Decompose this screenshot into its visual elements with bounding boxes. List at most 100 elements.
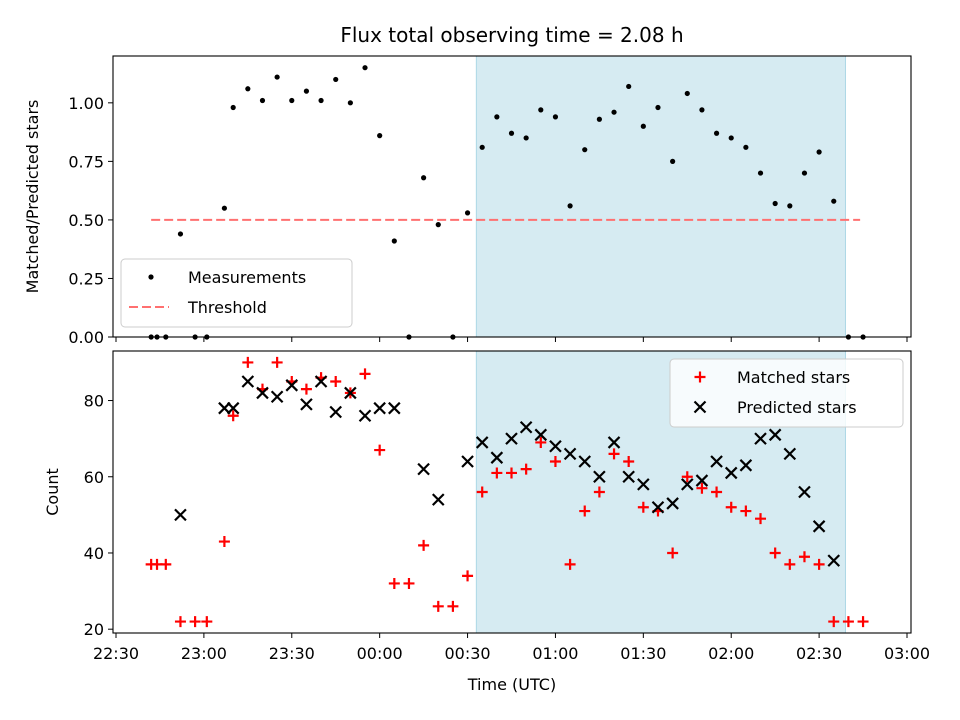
data-point	[564, 558, 576, 570]
data-point	[271, 356, 283, 368]
data-point	[813, 558, 825, 570]
data-point	[538, 107, 544, 113]
data-point	[479, 144, 485, 150]
x-tick-label: 23:00	[181, 644, 227, 663]
data-point	[535, 436, 547, 448]
data-point	[177, 231, 184, 237]
data-point	[828, 616, 840, 628]
data-point	[622, 470, 635, 484]
y-tick-label: 60	[84, 468, 104, 487]
data-point	[725, 501, 737, 513]
data-point	[611, 109, 617, 115]
data-point	[623, 456, 635, 468]
data-point	[798, 485, 811, 499]
data-point	[769, 547, 781, 559]
data-point	[626, 83, 632, 90]
data-point	[695, 474, 709, 487]
data-point	[713, 130, 720, 136]
data-point	[857, 616, 869, 628]
data-point	[798, 551, 810, 563]
data-point	[549, 439, 562, 453]
data-point	[739, 459, 753, 472]
data-point	[347, 100, 353, 106]
legend-item: Measurements	[148, 268, 306, 287]
data-point	[464, 210, 471, 216]
shaded-span	[475, 55, 846, 338]
x-tick-label: 03:00	[884, 644, 930, 663]
data-point	[377, 133, 383, 139]
data-point	[787, 203, 793, 209]
data-point	[274, 74, 280, 80]
data-point	[784, 558, 796, 570]
data-point	[578, 455, 592, 468]
data-point	[670, 158, 676, 164]
legend-item: Matched stars	[694, 368, 850, 387]
data-point	[374, 444, 386, 456]
data-point	[373, 401, 386, 415]
data-point	[259, 97, 266, 104]
data-point	[831, 198, 837, 204]
data-point	[461, 455, 474, 468]
legend-item: Predicted stars	[693, 398, 857, 417]
data-point	[285, 379, 299, 392]
x-axis-label: Time (UTC)	[467, 675, 556, 694]
data-point	[245, 86, 251, 92]
data-point	[300, 383, 312, 395]
data-point	[490, 451, 504, 464]
data-point	[684, 90, 690, 97]
data-point	[333, 76, 339, 83]
data-point	[593, 470, 606, 484]
data-point	[666, 497, 679, 510]
legend-handle	[693, 400, 707, 414]
data-point	[637, 501, 649, 513]
data-point	[655, 104, 661, 111]
data-point	[189, 616, 201, 628]
data-point	[218, 536, 230, 548]
data-point	[743, 144, 749, 150]
data-point	[505, 432, 518, 445]
data-point	[300, 398, 313, 411]
data-point	[241, 375, 255, 388]
axes-frame	[112, 350, 912, 634]
y-tick-label: 0.00	[68, 328, 104, 347]
data-point	[462, 570, 474, 582]
data-point	[637, 478, 650, 491]
data-point	[201, 616, 213, 628]
data-point	[506, 467, 517, 479]
data-point	[447, 600, 459, 612]
data-point	[174, 508, 187, 522]
data-point	[754, 432, 767, 445]
data-point	[494, 114, 500, 120]
data-point	[724, 466, 738, 480]
data-point	[226, 401, 240, 415]
data-point	[520, 463, 532, 475]
data-point	[417, 462, 430, 476]
data-point	[640, 123, 646, 129]
x-tick-label: 01:00	[532, 644, 578, 663]
data-point	[388, 401, 401, 415]
data-point	[270, 390, 284, 404]
data-point	[667, 547, 679, 559]
x-tick-label: 02:30	[796, 644, 842, 663]
data-point	[519, 420, 533, 434]
data-point	[314, 375, 328, 388]
data-point	[318, 97, 324, 104]
data-point	[768, 428, 782, 442]
x-tick-label: 23:30	[269, 644, 315, 663]
data-point	[418, 539, 430, 551]
legend-label: Threshold	[187, 298, 267, 317]
data-point	[303, 88, 310, 94]
data-point	[801, 170, 808, 176]
data-point	[681, 471, 693, 483]
data-point	[772, 200, 778, 207]
data-point	[344, 386, 357, 400]
data-point	[842, 616, 854, 628]
data-point	[491, 467, 503, 479]
data-point	[289, 97, 295, 104]
data-point	[160, 558, 172, 570]
data-point	[579, 505, 591, 517]
legend-box	[669, 358, 904, 428]
data-point	[329, 405, 342, 419]
legend-item: Threshold	[129, 298, 267, 317]
data-point	[391, 238, 397, 244]
